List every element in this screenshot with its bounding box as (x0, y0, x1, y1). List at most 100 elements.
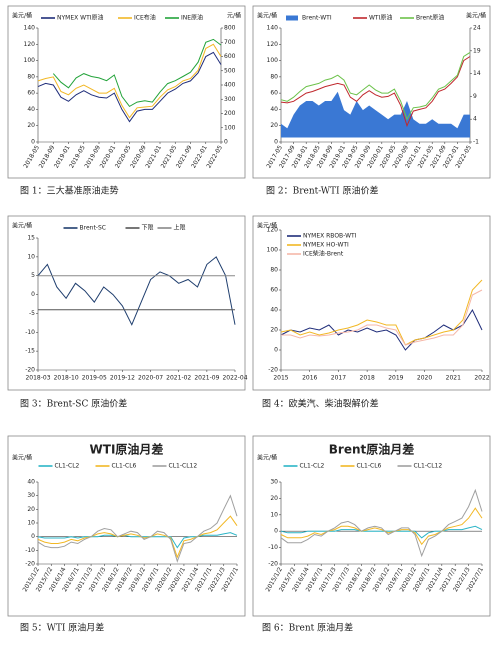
y-tick-label: 10 (27, 253, 35, 260)
line (52, 38, 222, 108)
panel-frame (252, 215, 491, 391)
x-tick-label: 2018-03 (25, 375, 50, 382)
y-axis-label: 美元/桶 (12, 222, 32, 230)
x-tick-label: 2017 (331, 375, 346, 382)
y-tick-label: 5 (31, 272, 35, 279)
y2-tick-label: 9 (473, 93, 477, 100)
y2-tick-label: 19 (473, 47, 481, 54)
y-tick-label: -15 (25, 348, 35, 355)
y2-tick-label: 4 (473, 116, 477, 123)
y-tick-label: 100 (267, 57, 279, 64)
legend-label: ICE布油 (134, 14, 156, 22)
panel-frame (7, 435, 246, 617)
y-tick-label: 10 (270, 511, 278, 518)
y-axis-label: 美元/桶 (12, 454, 32, 462)
line (280, 56, 471, 128)
y-tick-label: 120 (24, 41, 36, 48)
legend-label: INE原油 (181, 14, 203, 22)
y-tick-label: 120 (267, 41, 279, 48)
legend-label: Brent-WTI (302, 15, 332, 22)
y-tick-label: -20 (25, 367, 35, 374)
y-tick-label: 0 (31, 291, 35, 298)
x-tick-label: 2020-07 (138, 375, 163, 382)
line (37, 494, 238, 563)
y-tick-label: 40 (270, 106, 278, 113)
y-axis-label: 美元/桶 (257, 222, 277, 230)
x-tick-label: 2019 (388, 375, 403, 382)
y-tick-label: 30 (270, 479, 278, 486)
y-tick-label: 20 (270, 327, 278, 334)
y2-tick-label: 100 (224, 124, 236, 131)
y-tick-label: 120 (267, 227, 279, 234)
x-tick-label: 2016 (302, 375, 317, 382)
y-tick-label: 60 (27, 90, 35, 97)
y-tick-label: 30 (27, 492, 35, 499)
line (280, 525, 483, 539)
legend-label: CL1-CL12 (414, 463, 443, 470)
x-tick-label: 2022 (474, 375, 489, 382)
y-axis-label: 美元/桶 (12, 12, 32, 20)
y-tick-label: -5 (29, 310, 35, 317)
y-tick-label: 0 (274, 139, 278, 146)
y-tick-label: 80 (270, 267, 278, 274)
y-tick-label: 60 (270, 90, 278, 97)
line (37, 532, 238, 549)
line (37, 256, 236, 326)
y-tick-label: 100 (24, 57, 36, 64)
y-tick-label: -10 (25, 329, 35, 336)
x-tick-label: 2019-12 (110, 375, 135, 382)
legend-label: 上限 (174, 224, 186, 232)
y-tick-label: 100 (267, 247, 279, 254)
y2-tick-label: 200 (224, 110, 236, 117)
y-tick-label: -10 (25, 547, 35, 554)
y-tick-label: -20 (268, 561, 278, 568)
caption: 图 3：Brent-SC 原油价差 (20, 398, 127, 410)
caption: 图 2：Brent-WTI 原油价差 (266, 185, 378, 197)
area (281, 91, 470, 138)
y2-axis-label: 美元/桶 (466, 12, 486, 20)
y2-tick-label: 600 (224, 53, 236, 60)
y-axis-label: 美元/桶 (257, 12, 277, 20)
line (280, 507, 483, 546)
line (280, 488, 483, 558)
y2-tick-label: 24 (473, 25, 481, 32)
y-tick-label: 10 (27, 520, 35, 527)
legend-label: CL1-CL2 (300, 463, 325, 470)
y-tick-label: 140 (24, 25, 36, 32)
y-tick-label: 140 (267, 25, 279, 32)
y-tick-label: -10 (268, 544, 278, 551)
y-tick-label: 0 (274, 528, 278, 535)
panel-frame (252, 435, 491, 617)
legend-label: Brent-SC (80, 225, 106, 232)
caption: 图 6：Brent 原油月差 (262, 622, 353, 634)
x-tick-label: 2020 (417, 375, 432, 382)
y-tick-label: 15 (27, 235, 35, 242)
y2-tick-label: 500 (224, 67, 236, 74)
y-tick-label: 80 (270, 73, 278, 80)
legend-label: CL1-CL6 (112, 463, 137, 470)
panel-frame (7, 5, 246, 179)
x-tick-label: 2021 (446, 375, 461, 382)
legend-label: NYMEX WTI原油 (57, 14, 104, 22)
y-tick-label: 0 (274, 347, 278, 354)
y-tick-label: 80 (27, 73, 35, 80)
legend-label: ICE柴油-Brent (303, 250, 344, 258)
y-tick-label: -20 (25, 561, 35, 568)
y-tick-label: 0 (31, 533, 35, 540)
y2-tick-label: 400 (224, 82, 236, 89)
y2-tick-label: 0 (224, 139, 228, 146)
y2-tick-label: -1 (473, 139, 479, 146)
y-tick-label: 20 (27, 122, 35, 129)
line (280, 308, 483, 351)
x-tick-label: 2021-09 (194, 375, 219, 382)
y2-tick-label: 700 (224, 39, 236, 46)
line (37, 51, 222, 123)
line (37, 43, 222, 119)
legend-swatch (286, 15, 298, 21)
y-tick-label: 60 (270, 287, 278, 294)
x-tick-label: 2022-04 (222, 375, 247, 382)
caption: 图 4：欧美汽、柴油裂解价差 (262, 398, 379, 410)
legend-label: CL1-CL2 (55, 463, 80, 470)
x-tick-label: 2015 (273, 375, 288, 382)
line (280, 51, 471, 121)
